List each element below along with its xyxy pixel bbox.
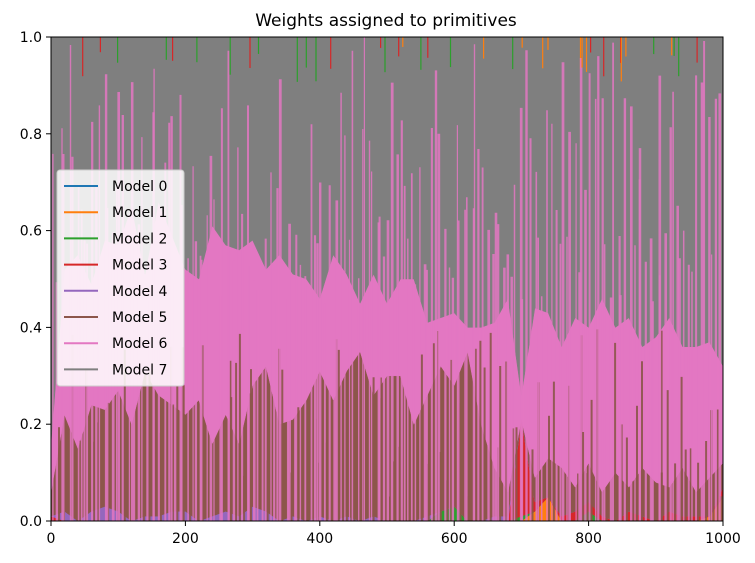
x-tick-label: 200 — [172, 531, 199, 547]
legend-label-1: Model 1 — [112, 205, 167, 221]
plot-frame — [50, 36, 724, 522]
x-tick-label: 0 — [47, 531, 56, 547]
x-axis: 0 200 400 600 800 1000 — [47, 521, 741, 547]
y-tick-label: 0.8 — [20, 127, 42, 143]
x-tick-label: 600 — [441, 531, 468, 547]
legend-box — [56, 169, 185, 387]
legend-label-2: Model 2 — [112, 231, 167, 247]
legend: Model 0 Model 1 Model 2 Model 3 Model 4 Model… — [56, 169, 185, 387]
legend-label-4: Model 4 — [112, 284, 167, 300]
legend-label-0: Model 0 — [112, 179, 167, 195]
x-tick-label: 1000 — [705, 531, 741, 547]
y-tick-label: 0.6 — [20, 224, 42, 240]
chart-title: Weights assigned to primitives — [255, 11, 517, 31]
y-tick-label: 0.2 — [20, 417, 42, 433]
legend-label-7: Model 7 — [112, 362, 167, 378]
x-tick-label: 800 — [575, 531, 602, 547]
legend-label-3: Model 3 — [112, 258, 167, 274]
y-tick-label: 0.0 — [20, 514, 42, 530]
x-tick-label: 400 — [306, 531, 333, 547]
y-tick-label: 0.4 — [20, 320, 42, 336]
y-axis: 0.0 0.2 0.4 0.6 0.8 1.0 — [20, 30, 51, 530]
y-tick-label: 1.0 — [20, 30, 42, 46]
legend-label-5: Model 5 — [112, 310, 167, 326]
legend-label-6: Model 6 — [112, 336, 167, 352]
